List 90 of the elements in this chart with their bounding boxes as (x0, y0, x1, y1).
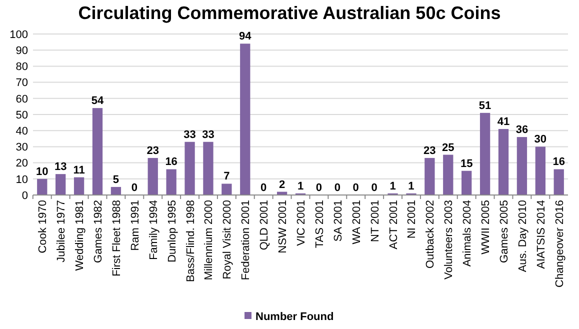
x-tick-label: ACT 2001 (388, 200, 400, 250)
data-label: 1 (390, 180, 396, 192)
data-label: 10 (36, 166, 48, 178)
x-tick-label: Outback 2002 (424, 200, 437, 268)
data-label: 16 (165, 156, 178, 168)
data-label: 16 (552, 156, 565, 168)
y-tick-label: 70 (16, 77, 28, 90)
chart-title: Circulating Commemorative Australian 50c Coins (78, 3, 501, 23)
y-tick-label: 10 (16, 174, 28, 186)
y-tick-label: 0 (22, 190, 28, 202)
data-label: 30 (534, 134, 547, 146)
data-label: 0 (260, 182, 267, 194)
bar (424, 158, 435, 195)
x-tick-label: Federation 2001 (240, 200, 252, 280)
x-tick-label: Wedding 1981 (74, 200, 86, 271)
data-label: 33 (184, 128, 196, 141)
x-tick-label: Games 1982 (92, 200, 104, 263)
bar (110, 186, 122, 195)
x-tick-label: VIC 2001 (296, 200, 308, 246)
x-tick-label: Ram 1991 (129, 200, 142, 251)
data-label: 7 (224, 170, 230, 183)
data-label: 51 (478, 100, 492, 112)
bar (74, 177, 84, 195)
bar (166, 169, 176, 195)
x-tick-label: NI 2001 (406, 200, 418, 239)
bar (443, 154, 454, 195)
bar (535, 146, 546, 195)
x-tick-label: Millennium 2000 (203, 200, 216, 280)
data-label: 5 (112, 174, 120, 186)
x-tick-label: Animals 2004 (462, 200, 474, 267)
bar (92, 108, 103, 195)
bar (516, 137, 528, 195)
data-label: 54 (91, 95, 104, 108)
x-tick-label: Cook 1970 (37, 200, 50, 254)
y-tick-label: 60 (16, 93, 28, 106)
bar (56, 174, 66, 195)
x-tick-label: NT 2001 (369, 200, 382, 242)
x-tick-label: Bass/Flind. 1998 (184, 200, 197, 282)
y-tick-label: 100 (10, 28, 28, 41)
bar (148, 158, 158, 195)
data-label: 1 (408, 180, 414, 192)
data-label: 25 (442, 142, 454, 154)
x-tick-label: TAS 2001 (314, 200, 326, 248)
x-tick-label: Aus. Day 2010 (516, 200, 529, 272)
x-tick-label: AIATSIS 2014 (535, 200, 548, 269)
data-label: 0 (316, 182, 322, 194)
x-tick-label: SA 2001 (332, 200, 344, 242)
bar (554, 169, 564, 195)
x-tick-label: Volunteers 2003 (443, 200, 456, 280)
data-label: 36 (516, 124, 528, 136)
data-label: 23 (146, 144, 159, 157)
data-label: 0 (371, 182, 378, 194)
y-tick-label: 20 (16, 158, 28, 170)
x-tick-label: Family 1994 (148, 200, 160, 260)
x-tick-label: Changeover 2016 (554, 200, 566, 288)
bar (480, 112, 490, 195)
data-label: 13 (54, 161, 67, 174)
bar (184, 142, 195, 195)
bar (203, 142, 214, 195)
data-label: 0 (131, 182, 138, 194)
x-tick-label: QLD 2001 (258, 200, 271, 250)
x-tick-label: Dunlop 1995 (166, 200, 178, 262)
data-label: 15 (460, 158, 473, 170)
x-tick-label: First Fleet 1988 (110, 200, 123, 276)
data-label: 0 (352, 182, 359, 194)
bar (498, 128, 509, 195)
x-tick-label: Royal Visit 2000 (222, 200, 234, 280)
data-label: 11 (73, 164, 85, 176)
bar (240, 44, 250, 195)
y-tick-label: 80 (16, 61, 28, 74)
y-tick-label: 90 (16, 44, 28, 57)
data-label: 41 (497, 116, 510, 128)
data-label: 33 (202, 128, 214, 141)
x-tick-label: Games 2005 (498, 200, 510, 263)
data-label: 2 (278, 178, 286, 191)
x-tick-label: Jubilee 1977 (56, 200, 68, 262)
data-label: 0 (334, 182, 340, 194)
y-tick-label: 40 (16, 125, 28, 138)
y-tick-label: 50 (16, 109, 28, 122)
data-label: 23 (424, 144, 436, 157)
y-tick-label: 30 (16, 142, 28, 154)
data-label: 94 (239, 30, 252, 43)
legend-label: Number Found (256, 310, 334, 323)
x-tick-label: WWII 2005 (480, 200, 492, 254)
x-tick-label: WA 2001 (350, 200, 363, 244)
data-label: 1 (297, 180, 304, 192)
bar (222, 184, 232, 195)
bar (37, 178, 48, 195)
x-tick-label: NSW 2001 (277, 200, 290, 254)
bar (462, 170, 472, 195)
